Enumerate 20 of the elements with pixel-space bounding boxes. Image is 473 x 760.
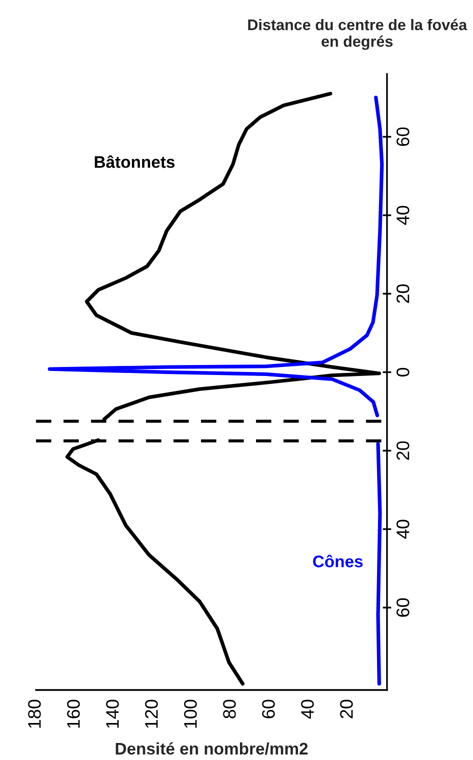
x-tick-label: 100: [184, 700, 197, 728]
series-label: Cônes: [313, 554, 363, 568]
y-tick-label: 20: [396, 284, 410, 303]
x-tick-label: 20: [340, 700, 353, 718]
y-tick-label: 20: [396, 441, 410, 460]
x-tick-label: 60: [262, 700, 275, 718]
x-tick-label: 160: [67, 700, 80, 728]
y-tick-label: 40: [396, 206, 410, 225]
x-tick-label: 40: [301, 700, 314, 719]
y-axis-title: Distance du centre de la fovéa en degrés: [248, 18, 468, 50]
x-tick-label: 120: [145, 700, 158, 728]
x-tick-label: 140: [106, 700, 119, 728]
y-tick-label: 60: [396, 598, 410, 617]
y-tick-label: 40: [396, 520, 410, 539]
x-tick-label: 180: [28, 700, 41, 728]
y-tick-label: 60: [396, 127, 410, 146]
y-tick-label: 0: [396, 368, 410, 377]
x-tick-label: 80: [223, 700, 236, 718]
text: Bâtonnets: [94, 155, 175, 168]
x-axis-title: Densité en nombre/mm2: [116, 742, 308, 755]
